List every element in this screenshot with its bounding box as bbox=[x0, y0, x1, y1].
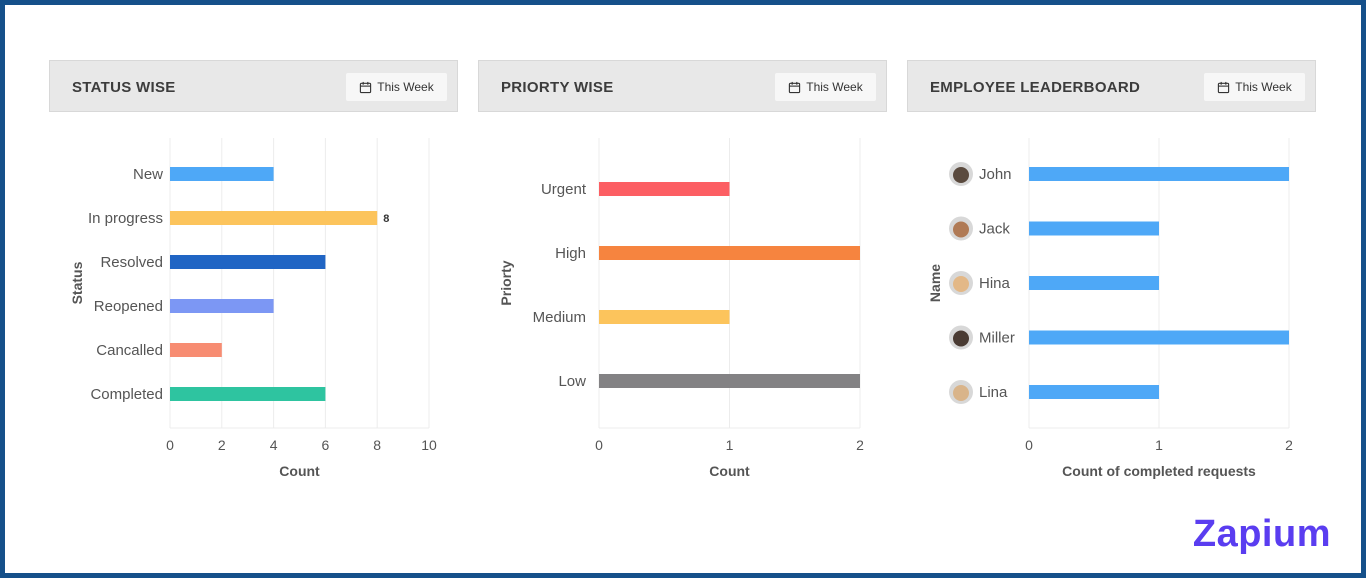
bar bbox=[170, 255, 326, 269]
avatar-face bbox=[953, 276, 969, 292]
category-label: Lina bbox=[979, 384, 1008, 401]
date-filter-label: This Week bbox=[806, 80, 863, 94]
bar bbox=[170, 387, 326, 401]
category-label: Reopened bbox=[94, 298, 163, 315]
x-axis-label: Count of completed requests bbox=[1062, 463, 1256, 479]
category-label: Low bbox=[558, 373, 586, 390]
category-label: Urgent bbox=[541, 181, 587, 198]
date-filter-button[interactable]: This Week bbox=[775, 73, 876, 101]
y-axis-label: Status bbox=[69, 261, 85, 304]
x-tick-label: 2 bbox=[218, 437, 226, 453]
panel-title: EMPLOYEE LEADERBOARD bbox=[930, 79, 1141, 96]
status-chart: 0 2 4 6 8 10 Count Status New In progress 8 Resolve… bbox=[69, 138, 437, 479]
x-tick-label: 2 bbox=[856, 437, 864, 453]
category-label: Resolved bbox=[100, 254, 163, 271]
calendar-icon bbox=[360, 81, 372, 93]
avatar-face bbox=[953, 167, 969, 183]
category-label: Medium bbox=[533, 309, 586, 326]
status-wise-panel: STATUS WISE This Week 0 2 4 6 8 10 Count Status… bbox=[49, 60, 458, 480]
y-axis-label: Priorty bbox=[498, 260, 514, 305]
x-tick-label: 4 bbox=[270, 437, 278, 453]
x-tick-label: 1 bbox=[726, 437, 734, 453]
date-filter-button[interactable]: This Week bbox=[346, 73, 447, 101]
bar bbox=[1029, 276, 1159, 290]
panel-header: PRIORTY WISE This Week bbox=[478, 60, 887, 112]
bar bbox=[1029, 385, 1159, 399]
date-filter-button[interactable]: This Week bbox=[1204, 73, 1305, 101]
x-tick-label: 0 bbox=[1025, 437, 1033, 453]
x-axis-label: Count bbox=[709, 463, 750, 479]
category-label: Miller bbox=[979, 330, 1015, 347]
category-label: John bbox=[979, 166, 1012, 183]
category-label: Cancalled bbox=[96, 342, 163, 359]
category-label: In progress bbox=[88, 210, 163, 227]
category-label: Hina bbox=[979, 275, 1011, 292]
date-filter-label: This Week bbox=[377, 80, 434, 94]
priority-chart: 0 1 2 Count Priorty Urgent High Medium Low bbox=[498, 138, 864, 479]
category-label: High bbox=[555, 245, 586, 262]
leaderboard-chart: 0 1 2 Count of completed requests Name John Ja… bbox=[927, 138, 1293, 479]
panel-header: STATUS WISE This Week bbox=[49, 60, 458, 112]
avatar-face bbox=[953, 385, 969, 401]
bar bbox=[1029, 221, 1159, 236]
x-axis-label: Count bbox=[279, 463, 320, 479]
panel-title: PRIORTY WISE bbox=[501, 79, 614, 96]
x-tick-label: 10 bbox=[421, 437, 437, 453]
y-axis-label: Name bbox=[927, 264, 943, 302]
x-tick-label: 0 bbox=[166, 437, 174, 453]
zapium-logo: Zapium bbox=[1192, 513, 1331, 555]
x-tick-label: 8 bbox=[373, 437, 381, 453]
x-tick-label: 2 bbox=[1285, 437, 1293, 453]
bar bbox=[1029, 330, 1289, 345]
data-label: 8 bbox=[383, 213, 389, 225]
bar bbox=[599, 310, 730, 324]
bar bbox=[1029, 167, 1289, 181]
priority-wise-panel: PRIORTY WISE This Week 0 1 2 Count Priorty Ur… bbox=[478, 60, 887, 480]
x-tick-label: 1 bbox=[1155, 437, 1163, 453]
category-label: Completed bbox=[90, 386, 163, 403]
x-tick-label: 6 bbox=[322, 437, 330, 453]
bar bbox=[170, 299, 274, 313]
avatar-face bbox=[953, 330, 969, 347]
category-label: Jack bbox=[979, 221, 1010, 238]
calendar-icon bbox=[1218, 81, 1230, 93]
bar bbox=[599, 374, 860, 388]
calendar-icon bbox=[789, 81, 801, 93]
employee-leaderboard-panel: EMPLOYEE LEADERBOARD This Week 0 1 2 Count … bbox=[907, 60, 1316, 480]
x-tick-label: 0 bbox=[595, 437, 603, 453]
panel-header: EMPLOYEE LEADERBOARD This Week bbox=[907, 60, 1316, 112]
avatar-face bbox=[953, 221, 969, 238]
bar bbox=[170, 211, 378, 225]
bar bbox=[599, 182, 730, 196]
bar bbox=[170, 167, 274, 181]
date-filter-label: This Week bbox=[1235, 80, 1292, 94]
category-label: New bbox=[133, 166, 163, 183]
bar bbox=[599, 246, 860, 260]
panel-title: STATUS WISE bbox=[72, 79, 176, 96]
bar bbox=[170, 343, 222, 357]
